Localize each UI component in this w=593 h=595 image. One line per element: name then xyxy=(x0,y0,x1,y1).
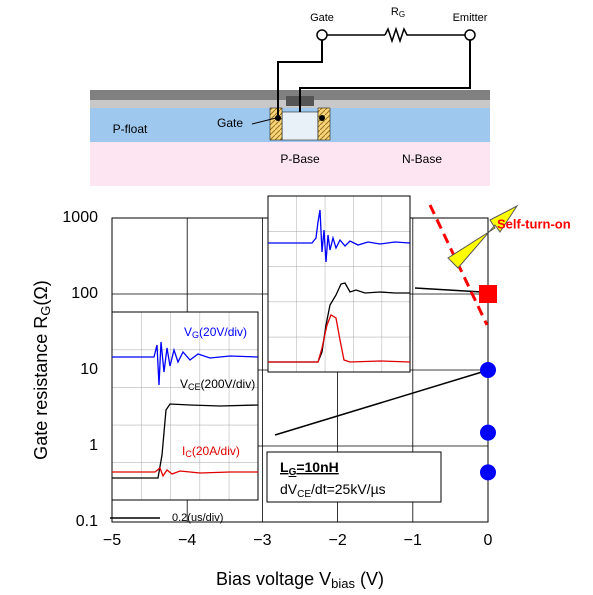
data-point xyxy=(480,464,496,480)
resistor-label: RG xyxy=(391,6,405,19)
connector xyxy=(275,372,482,435)
subscript: CE xyxy=(297,489,311,500)
trench-gate xyxy=(270,108,282,140)
y-tick-label: 100 xyxy=(71,285,98,302)
x-tick-label: −3 xyxy=(253,532,271,549)
x-axis-label: Bias voltage Vbias (V) xyxy=(216,569,384,592)
inset-waveform xyxy=(268,196,410,372)
y-axis-label: Gate resistance RG(Ω) xyxy=(31,280,54,460)
text: V xyxy=(184,325,192,339)
text: /dt=25kV/µs xyxy=(311,481,386,497)
x-tick-label: −2 xyxy=(328,532,346,549)
text: (20A/div) xyxy=(192,444,240,458)
subscript: CE xyxy=(188,382,201,392)
self-turn-on-label: Self-turn-on xyxy=(497,216,571,231)
data-point xyxy=(480,362,496,378)
text: (200V/div) xyxy=(201,377,256,391)
y-tick-label: 1000 xyxy=(62,209,98,226)
x-tick-label: −4 xyxy=(178,532,196,549)
terminal xyxy=(465,30,475,40)
x-tick-label: 0 xyxy=(484,532,493,549)
resistor xyxy=(385,29,470,41)
y-tick-label: 10 xyxy=(80,361,98,378)
y-tick-label: 0.1 xyxy=(76,513,98,530)
x-tick-label: −5 xyxy=(103,532,121,549)
emitter-terminal-label: Emitter xyxy=(453,12,488,24)
trench-gate xyxy=(318,108,330,140)
text: R xyxy=(391,6,399,18)
subscript: G xyxy=(192,330,199,340)
p-base-label: P-Base xyxy=(280,152,320,166)
p-base-region xyxy=(282,112,318,140)
subscript: bias xyxy=(331,576,355,591)
text: Bias voltage V xyxy=(216,569,331,589)
data-point xyxy=(479,285,497,303)
node xyxy=(319,115,325,121)
n-base-label: N-Base xyxy=(402,152,442,166)
text: V xyxy=(180,377,188,391)
text: =10nH xyxy=(296,459,338,475)
text: dV xyxy=(280,481,298,497)
data-point xyxy=(480,425,496,441)
device-diagram: Gate RG Emitter P-float Gate P-Base N-Ba… xyxy=(90,6,490,186)
subscript: G xyxy=(399,10,405,19)
x-tick-label: −1 xyxy=(404,532,422,549)
text: (Ω) xyxy=(31,280,51,305)
gate-label: Gate xyxy=(217,116,243,130)
gate-terminal-label: Gate xyxy=(310,12,334,24)
p-float-label: P-float xyxy=(113,122,148,136)
terminal xyxy=(317,30,327,40)
text: Gate resistance R xyxy=(31,316,51,460)
arrow xyxy=(448,206,517,268)
subscript: G xyxy=(38,306,53,316)
time-scale-label: 0.2(us/div) xyxy=(172,512,223,524)
text: (V) xyxy=(355,569,384,589)
inset-waveform xyxy=(112,312,258,500)
y-tick-label: 1 xyxy=(89,437,98,454)
figure: Gate RG Emitter P-float Gate P-Base N-Ba… xyxy=(0,0,593,595)
inset-frame xyxy=(268,196,410,372)
text: (20V/div) xyxy=(199,325,247,339)
